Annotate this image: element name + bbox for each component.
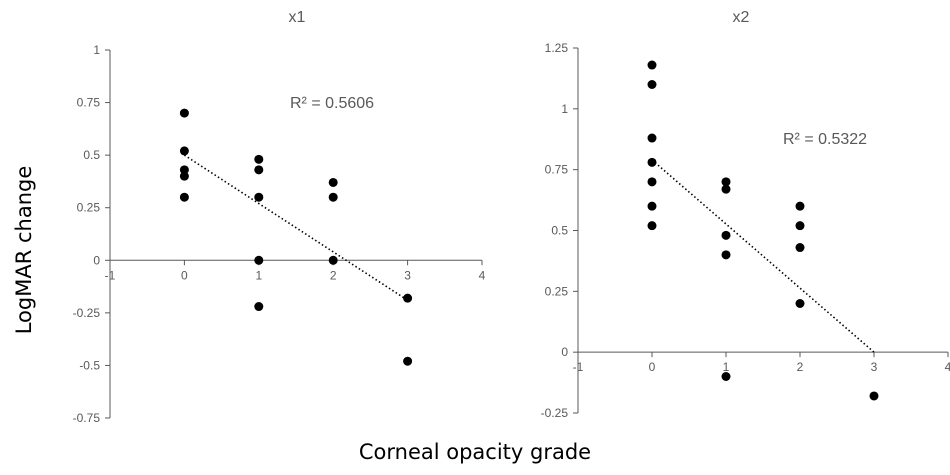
data-point [254, 192, 264, 202]
x-tick-label: 2 [797, 360, 804, 374]
y-axis-label-text: LogMAR change [12, 165, 36, 335]
x-axis-label: Corneal opacity grade [358, 440, 592, 464]
data-point [328, 192, 338, 202]
data-point [721, 184, 731, 194]
x-tick-label: 1 [723, 360, 730, 374]
data-point [721, 250, 731, 260]
trendline [183, 154, 409, 301]
r-squared-annotation: R² = 0.5322 [783, 131, 867, 148]
y-tick-label: 0 [561, 345, 568, 359]
data-point [179, 146, 189, 156]
y-tick-label: -0.25 [73, 306, 101, 320]
trendline [651, 159, 875, 353]
data-point [179, 108, 189, 118]
y-tick-label: -0.5 [79, 358, 100, 372]
data-point [647, 157, 657, 167]
y-tick-label: 0.75 [545, 163, 569, 177]
x-tick-label: 3 [871, 360, 878, 374]
x-tick-label: 3 [404, 268, 411, 282]
data-point [403, 293, 413, 303]
data-point [647, 80, 657, 89]
data-point [254, 302, 264, 312]
data-point [721, 372, 731, 381]
chart-panel-2: x2 -0.25 0 0.25 0.5 0.75 1 1.25 -1 0 1 2 3 4 R² = 0.53… [541, 9, 950, 420]
x-tick-label: 0 [181, 268, 188, 282]
y-tick-label: 0.25 [77, 201, 101, 215]
y-tick-label: 0 [93, 253, 100, 267]
y-tick-label: 1 [561, 102, 568, 116]
x-tick-label: -1 [105, 268, 116, 282]
y-tick-label: 0.25 [545, 284, 569, 298]
data-point [328, 255, 338, 265]
data-point [179, 165, 189, 175]
y-tick-label: 1.25 [545, 41, 569, 55]
x-tick-label: -1 [573, 360, 584, 374]
data-point [647, 221, 657, 231]
y-axis-label: LogMAR change [4, 140, 44, 360]
r-squared-annotation: R² = 0.5606 [290, 95, 374, 112]
data-point [795, 201, 805, 211]
y-tick-label: 0.5 [83, 148, 100, 162]
data-point [254, 154, 264, 164]
data-point [795, 299, 805, 308]
data-point [179, 171, 189, 181]
data-point [647, 177, 657, 187]
data-point [795, 243, 805, 253]
data-point [328, 177, 338, 187]
data-point [179, 192, 189, 202]
data-point [721, 177, 731, 187]
x-tick-label: 4 [479, 268, 486, 282]
chart-title: x1 [289, 9, 306, 26]
x-tick-label: 2 [330, 268, 337, 282]
data-point [795, 221, 805, 231]
y-tick-label: 0.5 [551, 224, 568, 238]
chart-title: x2 [733, 9, 750, 26]
x-tick-label: 1 [255, 268, 262, 282]
x-tick-label: 0 [649, 360, 656, 374]
y-tick-label: 1 [93, 43, 100, 57]
x-tick-label: 4 [945, 360, 950, 374]
data-point [647, 60, 657, 70]
y-tick-label: -0.75 [73, 411, 101, 425]
data-point [254, 255, 264, 265]
y-tick-label: 0.75 [77, 96, 101, 110]
data-point [647, 201, 657, 211]
y-tick-label: -0.25 [541, 406, 569, 420]
chart-panel-1: x1 -0.75 -0.5 -0.25 0 0.25 0.5 0.75 1 -1 0 1 2 3 4 R² =… [73, 9, 486, 425]
data-point [869, 391, 879, 401]
data-point [721, 230, 731, 240]
data-point [403, 356, 413, 366]
data-point [254, 165, 264, 175]
data-point [647, 133, 657, 143]
